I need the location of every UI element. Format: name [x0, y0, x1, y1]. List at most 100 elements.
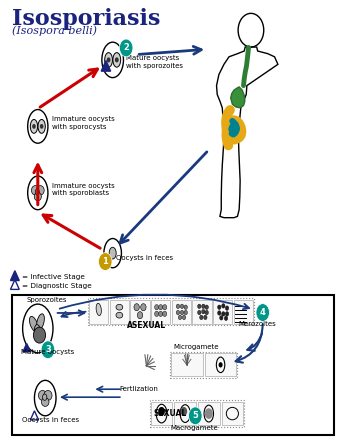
PathPatch shape [231, 87, 245, 108]
Circle shape [155, 311, 159, 317]
Circle shape [220, 316, 223, 320]
Text: Oocysts in feces: Oocysts in feces [22, 417, 79, 423]
Text: Fertlization: Fertlization [119, 386, 158, 392]
Circle shape [222, 312, 225, 316]
FancyBboxPatch shape [174, 402, 196, 425]
Text: Mature oocysts: Mature oocysts [21, 349, 74, 355]
Circle shape [225, 312, 229, 316]
Ellipse shape [96, 303, 101, 316]
Text: 2: 2 [123, 43, 129, 53]
Text: 1: 1 [102, 257, 108, 266]
Polygon shape [11, 271, 19, 281]
Text: Merozoites: Merozoites [238, 321, 276, 327]
Polygon shape [101, 61, 110, 71]
Circle shape [184, 310, 187, 315]
FancyBboxPatch shape [89, 300, 108, 324]
Circle shape [181, 407, 187, 416]
Ellipse shape [38, 390, 47, 401]
Circle shape [198, 310, 201, 315]
Ellipse shape [35, 189, 39, 195]
Ellipse shape [105, 53, 113, 67]
FancyArrowPatch shape [247, 333, 262, 351]
FancyBboxPatch shape [171, 353, 203, 376]
Ellipse shape [44, 390, 52, 401]
Circle shape [33, 327, 46, 343]
FancyArrowPatch shape [236, 324, 263, 363]
FancyArrowPatch shape [62, 312, 86, 317]
Circle shape [41, 341, 55, 359]
Circle shape [218, 305, 221, 310]
Ellipse shape [28, 110, 48, 143]
Circle shape [155, 305, 159, 310]
FancyBboxPatch shape [151, 300, 170, 324]
FancyBboxPatch shape [205, 353, 236, 376]
Circle shape [219, 362, 223, 368]
Circle shape [224, 316, 228, 321]
Circle shape [202, 310, 205, 314]
Ellipse shape [36, 186, 44, 195]
Ellipse shape [109, 247, 116, 259]
Circle shape [137, 312, 143, 319]
Circle shape [256, 304, 270, 322]
Ellipse shape [38, 120, 45, 133]
Circle shape [119, 39, 133, 57]
Circle shape [159, 305, 163, 310]
Text: 5: 5 [192, 411, 198, 420]
FancyBboxPatch shape [222, 402, 243, 425]
FancyBboxPatch shape [151, 402, 172, 425]
FancyBboxPatch shape [12, 295, 334, 435]
Text: (Isospora belli): (Isospora belli) [12, 26, 97, 36]
FancyBboxPatch shape [192, 300, 211, 324]
Ellipse shape [23, 304, 53, 353]
FancyBboxPatch shape [110, 300, 129, 324]
Text: Sporozoites: Sporozoites [27, 297, 67, 303]
Circle shape [141, 304, 146, 311]
Circle shape [107, 58, 111, 62]
Circle shape [134, 304, 139, 311]
Ellipse shape [37, 314, 44, 330]
FancyBboxPatch shape [198, 402, 220, 425]
Polygon shape [23, 343, 30, 352]
Ellipse shape [34, 380, 56, 416]
FancyBboxPatch shape [172, 300, 191, 324]
Text: Microgamete: Microgamete [173, 344, 219, 350]
Text: Immature oocysts
with sporocysts: Immature oocysts with sporocysts [52, 116, 115, 130]
Circle shape [176, 310, 180, 315]
Circle shape [178, 315, 182, 320]
Ellipse shape [30, 316, 38, 332]
Circle shape [205, 408, 213, 419]
Text: Immature oocysts
with sporoblasts: Immature oocysts with sporoblasts [52, 182, 115, 196]
Ellipse shape [41, 397, 49, 406]
Ellipse shape [102, 42, 123, 78]
Text: ASEXUAL: ASEXUAL [127, 322, 166, 330]
Circle shape [115, 58, 119, 62]
Ellipse shape [28, 176, 48, 210]
Circle shape [205, 310, 208, 315]
FancyBboxPatch shape [234, 300, 253, 324]
Circle shape [163, 305, 167, 310]
Circle shape [40, 124, 44, 129]
Circle shape [204, 315, 207, 320]
Circle shape [163, 311, 167, 317]
Ellipse shape [42, 394, 47, 401]
Text: Oocysts in feces: Oocysts in feces [116, 256, 173, 261]
Text: Mature oocysts
with sporozoites: Mature oocysts with sporozoites [126, 55, 183, 69]
Text: SEXUAL: SEXUAL [153, 409, 187, 418]
Ellipse shape [104, 239, 121, 268]
Circle shape [225, 306, 229, 310]
Ellipse shape [116, 312, 123, 318]
Circle shape [198, 304, 201, 309]
Circle shape [180, 304, 184, 309]
Circle shape [159, 311, 163, 317]
FancyBboxPatch shape [213, 300, 232, 324]
Text: = Diagnostic Stage: = Diagnostic Stage [22, 283, 91, 289]
FancyBboxPatch shape [130, 300, 150, 324]
Ellipse shape [34, 325, 41, 341]
Text: 4: 4 [260, 308, 266, 317]
Circle shape [202, 304, 205, 309]
Circle shape [184, 305, 187, 310]
Circle shape [182, 315, 186, 320]
FancyArrowPatch shape [60, 294, 249, 309]
Circle shape [200, 315, 203, 320]
Circle shape [222, 304, 225, 308]
